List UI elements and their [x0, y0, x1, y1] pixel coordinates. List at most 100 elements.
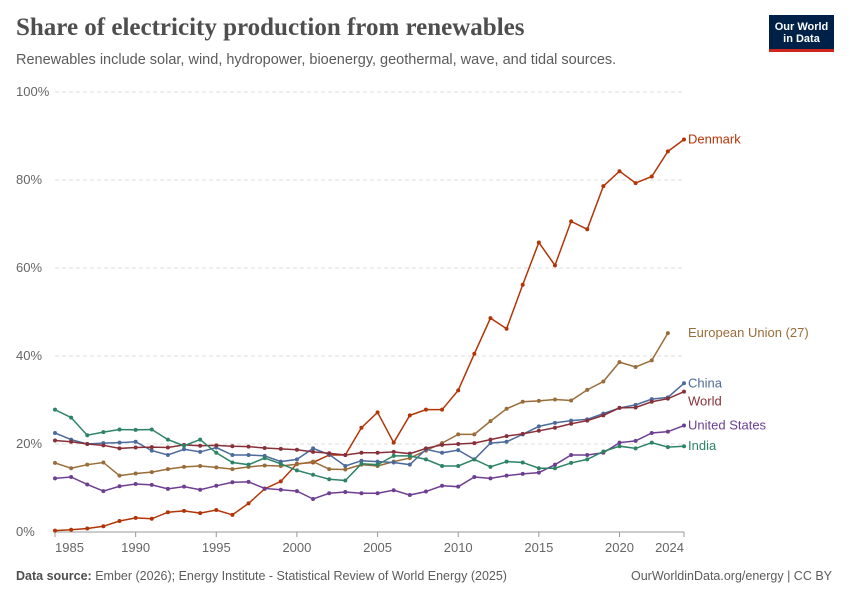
data-point	[391, 488, 396, 493]
data-point	[343, 489, 348, 494]
data-point	[440, 450, 445, 455]
data-point	[359, 461, 364, 466]
data-point	[585, 387, 590, 392]
data-point	[456, 464, 461, 468]
data-point	[133, 427, 138, 432]
series-line	[54, 390, 685, 456]
data-point	[520, 460, 525, 465]
legend-label: Denmark	[688, 132, 741, 147]
data-point	[601, 184, 606, 189]
data-point	[262, 445, 267, 450]
data-point	[649, 431, 654, 435]
data-point	[294, 468, 299, 473]
data-point	[682, 137, 686, 142]
data-point	[552, 425, 557, 430]
data-point	[117, 446, 122, 451]
data-point	[391, 440, 396, 445]
data-point	[327, 451, 332, 456]
data-point	[133, 482, 138, 487]
data-point	[53, 528, 57, 533]
data-point	[504, 326, 509, 331]
data-point	[278, 487, 283, 492]
data-point	[440, 407, 445, 412]
data-point	[633, 438, 638, 443]
series-line	[54, 409, 685, 482]
data-point	[633, 365, 638, 369]
data-point	[69, 475, 74, 479]
data-point	[133, 471, 138, 476]
data-point	[182, 508, 187, 513]
data-point	[472, 475, 477, 479]
data-point	[149, 445, 154, 450]
data-point	[165, 453, 170, 457]
data-point	[488, 437, 493, 442]
data-point	[407, 453, 412, 458]
data-point	[278, 479, 283, 484]
data-point	[294, 462, 299, 467]
data-point	[101, 524, 106, 529]
data-point	[665, 149, 670, 154]
data-point	[520, 471, 525, 476]
data-point	[633, 405, 638, 410]
data-point	[343, 467, 348, 472]
data-point	[488, 441, 493, 446]
data-point	[617, 444, 622, 449]
y-tick-label: 40%	[16, 348, 42, 363]
data-point	[117, 473, 122, 478]
data-point	[278, 446, 283, 451]
data-point	[117, 440, 122, 445]
y-tick-label: 100%	[16, 84, 50, 99]
data-point	[536, 470, 541, 475]
logo-line: Our World	[774, 21, 829, 33]
data-point	[488, 419, 493, 424]
data-point	[633, 181, 638, 186]
data-point	[649, 440, 654, 445]
data-point	[101, 430, 106, 435]
data-point	[569, 418, 574, 423]
data-point	[311, 497, 316, 501]
data-point	[294, 457, 299, 462]
data-point	[520, 282, 525, 287]
data-point	[665, 331, 670, 336]
data-point	[359, 425, 364, 430]
data-point	[682, 444, 686, 449]
logo[interactable]: Our World in Data	[769, 15, 834, 52]
data-point	[359, 450, 364, 455]
data-point	[569, 453, 574, 457]
data-point	[649, 399, 654, 404]
data-point	[520, 431, 525, 436]
data-point	[617, 405, 622, 410]
legend-label: European Union (27)	[688, 325, 809, 340]
x-tick-label: 2024	[655, 540, 684, 555]
x-tick-label: 2000	[282, 540, 311, 555]
data-point	[601, 379, 606, 384]
y-tick-label: 80%	[16, 172, 42, 187]
x-tick-label: 1985	[55, 540, 84, 555]
data-point	[278, 461, 283, 466]
data-point	[85, 482, 90, 487]
data-point	[536, 398, 541, 403]
data-point	[488, 464, 493, 469]
data-point	[246, 462, 251, 467]
data-point	[682, 389, 686, 394]
data-point	[407, 413, 412, 418]
series-line	[54, 424, 685, 500]
data-point	[165, 467, 170, 472]
data-point	[456, 432, 461, 437]
data-point	[456, 388, 461, 393]
data-point	[262, 486, 267, 491]
data-point	[407, 493, 412, 498]
data-point	[327, 467, 332, 472]
data-point	[85, 526, 90, 531]
data-point	[294, 447, 299, 452]
data-point	[182, 443, 187, 448]
data-point	[423, 446, 428, 451]
data-point	[585, 227, 590, 232]
source-url[interactable]: OurWorldinData.org/energy | CC BY	[630, 569, 832, 583]
data-point	[85, 442, 90, 446]
data-point	[327, 477, 332, 482]
legend-label: India	[688, 438, 717, 453]
series-line	[54, 138, 685, 532]
data-point	[149, 516, 154, 521]
